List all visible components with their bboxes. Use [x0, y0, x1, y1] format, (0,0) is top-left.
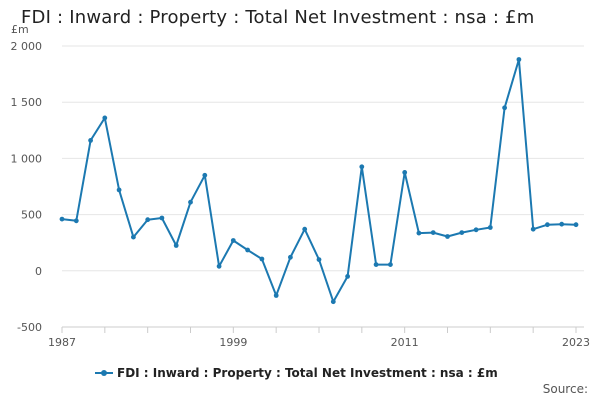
data-point[interactable] — [59, 216, 65, 222]
data-point[interactable] — [516, 57, 522, 62]
y-tick-label: 1 500 — [11, 96, 43, 109]
data-point[interactable] — [188, 199, 193, 205]
series-line — [61, 58, 577, 303]
data-point[interactable] — [559, 221, 565, 227]
series-line-path — [61, 58, 577, 303]
data-point[interactable] — [273, 293, 279, 298]
data-point[interactable] — [345, 274, 350, 279]
data-point[interactable] — [302, 226, 308, 232]
legend-series-label: FDI : Inward : Property : Total Net Inve… — [117, 366, 498, 380]
data-point[interactable] — [131, 234, 136, 240]
data-point[interactable] — [487, 225, 493, 230]
x-tick-label: 1999 — [219, 336, 247, 349]
data-point[interactable] — [545, 222, 550, 228]
y-axis: -500 0 500 1 000 1 500 2 000 — [11, 40, 43, 334]
data-point[interactable] — [530, 226, 536, 232]
data-point[interactable] — [159, 215, 165, 221]
source-label: Source: — [542, 382, 588, 396]
data-point[interactable] — [359, 164, 365, 170]
y-tick-label: 1 000 — [11, 152, 43, 165]
data-point[interactable] — [402, 170, 408, 175]
data-point[interactable] — [473, 227, 479, 233]
chart-title: FDI : Inward : Property : Total Net Inve… — [21, 7, 535, 28]
data-point[interactable] — [116, 187, 122, 193]
y-tick-label: 500 — [21, 209, 42, 222]
gridlines — [62, 45, 584, 328]
data-point[interactable] — [173, 243, 179, 248]
y-tick-label: -500 — [17, 321, 42, 334]
data-point[interactable] — [430, 230, 436, 236]
legend-line-marker-icon — [95, 367, 113, 379]
data-point[interactable] — [145, 217, 151, 223]
data-point[interactable] — [502, 105, 507, 111]
data-point[interactable] — [102, 115, 108, 121]
data-point[interactable] — [373, 262, 379, 267]
data-point[interactable] — [388, 262, 393, 267]
data-point[interactable] — [88, 138, 93, 143]
data-point[interactable] — [445, 234, 450, 239]
series-points — [59, 57, 579, 305]
y-tick-label: 2 000 — [11, 40, 43, 53]
data-point[interactable] — [230, 238, 236, 243]
data-point[interactable] — [316, 257, 322, 262]
data-point[interactable] — [573, 222, 579, 228]
data-point[interactable] — [330, 299, 336, 305]
x-tick-label: 2011 — [391, 336, 419, 349]
data-point[interactable] — [202, 172, 208, 178]
data-point[interactable] — [459, 230, 465, 236]
data-point[interactable] — [216, 263, 222, 269]
data-point[interactable] — [245, 247, 251, 253]
data-point[interactable] — [73, 218, 79, 224]
legend[interactable]: FDI : Inward : Property : Total Net Inve… — [95, 366, 498, 380]
y-tick-label: 0 — [35, 265, 42, 278]
data-point[interactable] — [259, 256, 265, 262]
x-tick-label: 2023 — [562, 336, 590, 349]
data-point[interactable] — [416, 230, 422, 236]
x-tick-label: 1987 — [48, 336, 76, 349]
data-point[interactable] — [288, 254, 293, 260]
y-axis-unit-label: £m — [11, 23, 29, 36]
x-axis: 1987 1999 2011 2023 — [48, 326, 590, 349]
